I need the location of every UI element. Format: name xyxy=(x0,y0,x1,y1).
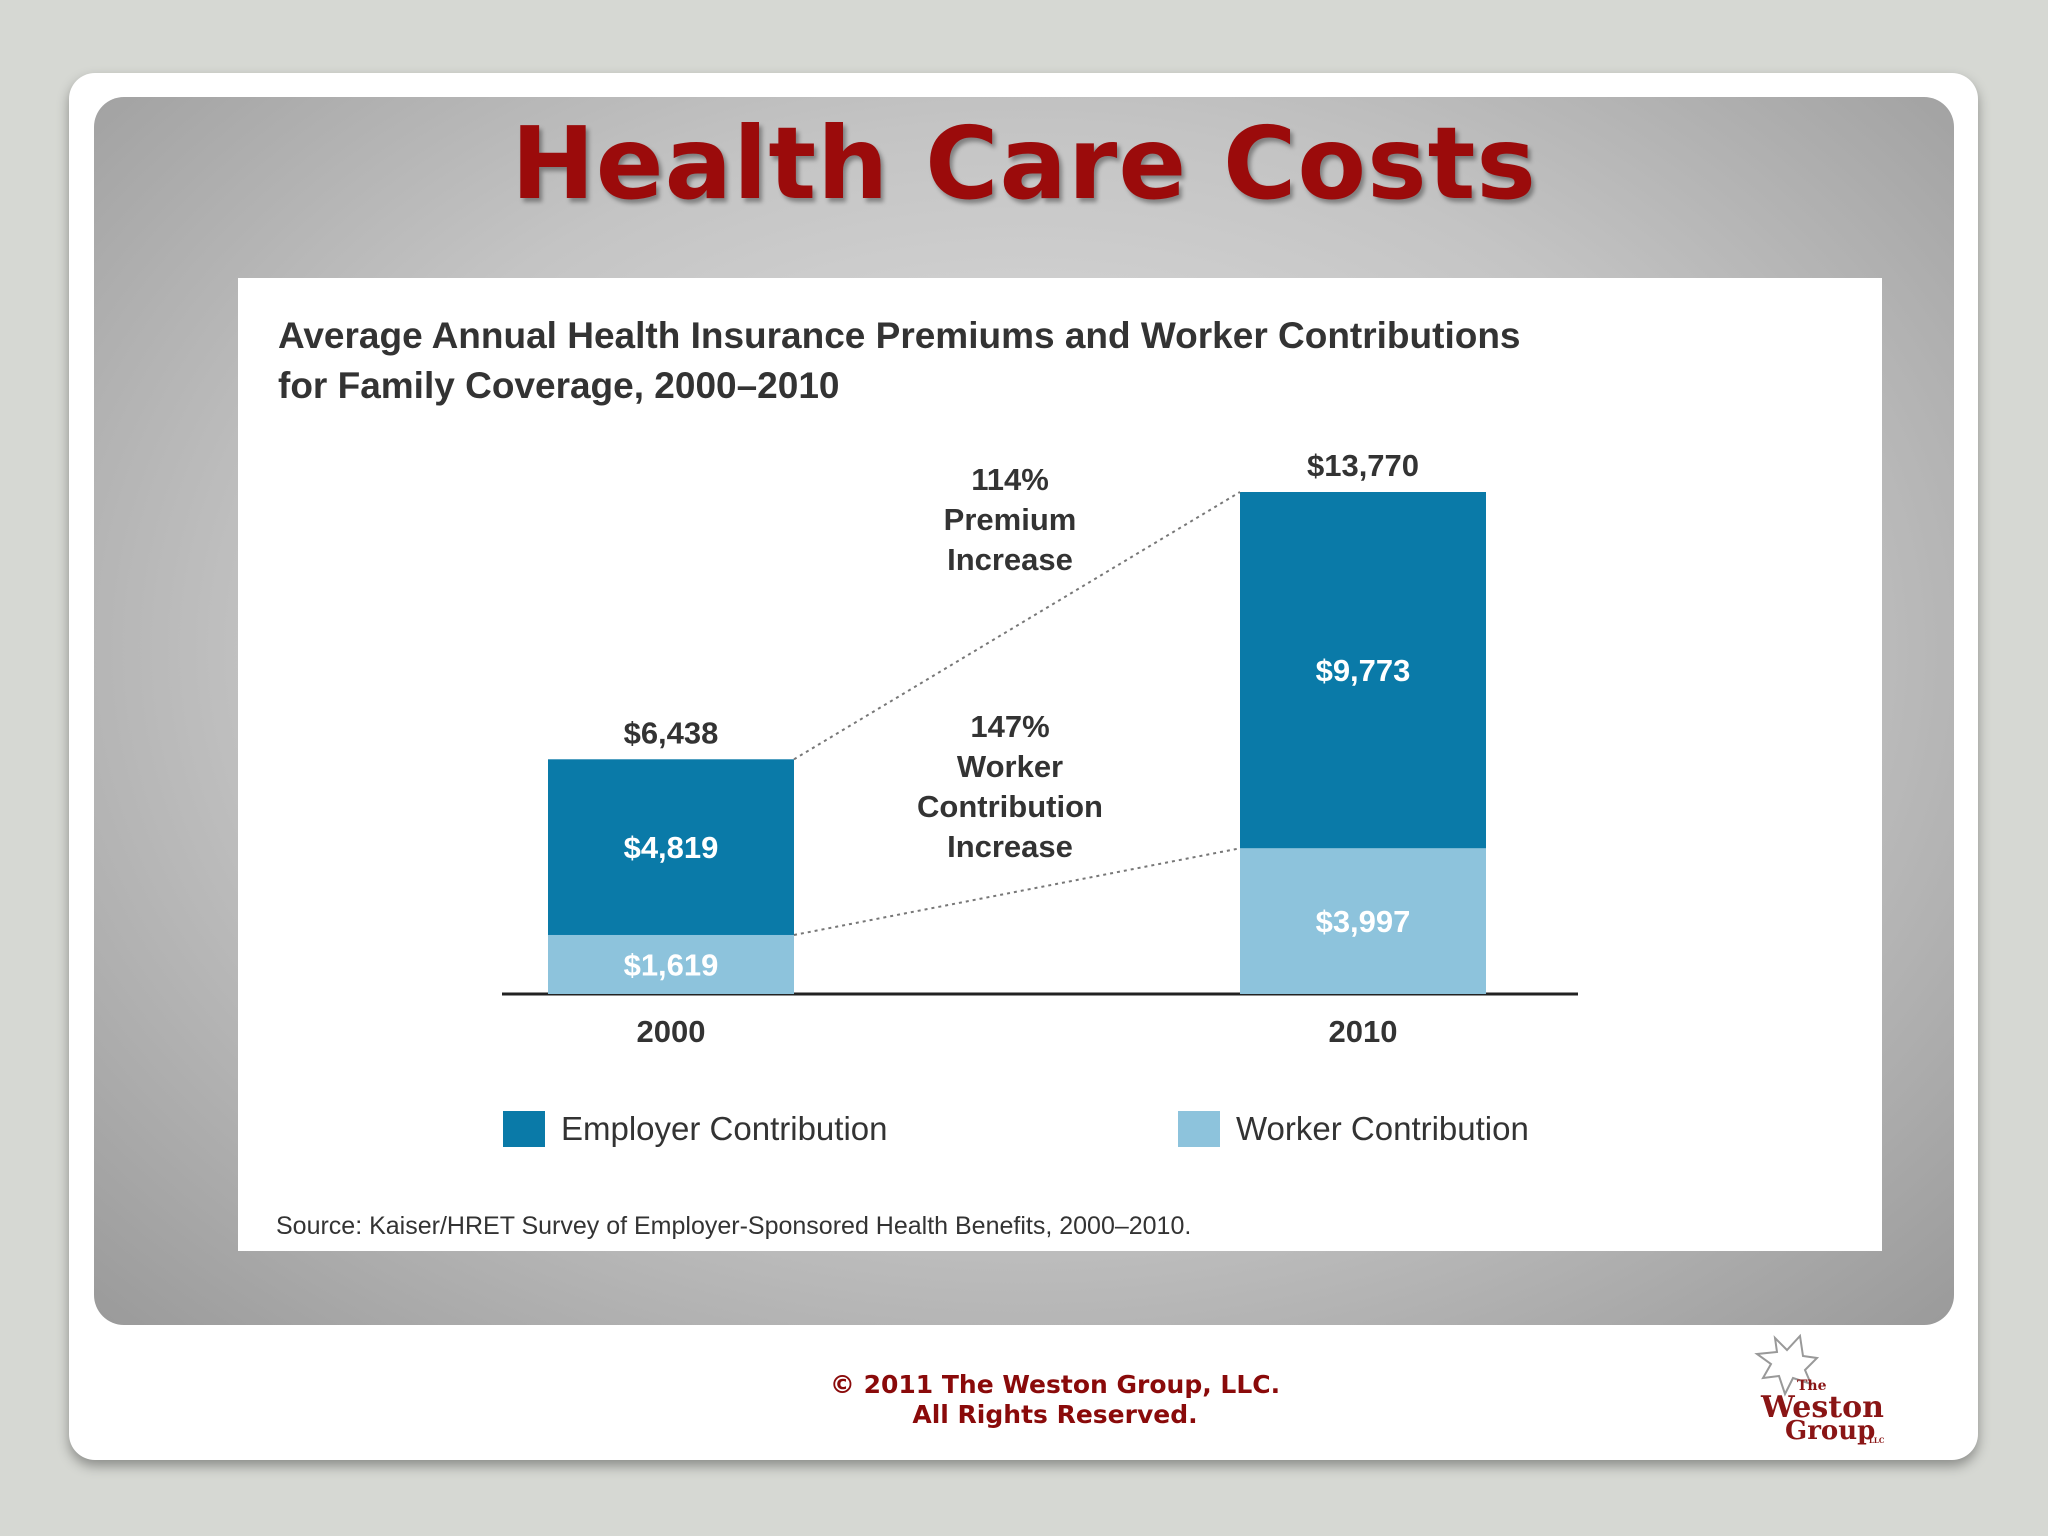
x-tick-label-2000: 2000 xyxy=(637,1014,706,1049)
total-label-2010: $13,770 xyxy=(1307,448,1419,483)
worker-annotation-line-4: Increase xyxy=(947,829,1073,864)
legend-label-employer: Employer Contribution xyxy=(561,1110,888,1147)
logo-suffix: LLC xyxy=(1869,1436,1885,1445)
rights-line: All Rights Reserved. xyxy=(912,1400,1198,1429)
data-label-employer-2010: $9,773 xyxy=(1316,653,1411,688)
chart-title-line2: for Family Coverage, 2000–2010 xyxy=(278,365,840,406)
logo-name-line1: Weston xyxy=(1761,1390,1884,1425)
weston-group-logo: The Weston Group LLC xyxy=(1745,1328,1895,1448)
bar-employer-2010 xyxy=(1240,492,1486,849)
worker-connector-line xyxy=(793,847,1241,936)
worker-annotation-line-2: Worker xyxy=(957,749,1063,784)
premium-annotation-line-2: Premium xyxy=(944,502,1077,537)
total-label-2000: $6,438 xyxy=(624,715,719,750)
worker-annotation-line-1: 147% xyxy=(970,709,1049,744)
chart-title-line1: Average Annual Health Insurance Premiums… xyxy=(278,315,1521,356)
chart: Average Annual Health Insurance Premiums… xyxy=(276,315,1578,1240)
chart-card: Average Annual Health Insurance Premiums… xyxy=(238,278,1882,1251)
premium-annotation-line-1: 114% xyxy=(971,462,1049,497)
legend-swatch-employer xyxy=(503,1111,545,1147)
data-label-worker-2010: $3,997 xyxy=(1316,904,1411,939)
copyright-line: © 2011 The Weston Group, LLC. xyxy=(829,1370,1281,1399)
bar-worker-2010 xyxy=(1240,848,1486,994)
logo-the: The xyxy=(1797,1378,1827,1394)
bar-employer-2000 xyxy=(548,759,794,935)
legend-label-worker: Worker Contribution xyxy=(1236,1110,1529,1147)
leaf-icon xyxy=(1754,1333,1820,1397)
premium-connector-line xyxy=(793,491,1241,761)
logo-name-line2: Group xyxy=(1785,1416,1876,1446)
copyright-footer: © 2011 The Weston Group, LLC. All Rights… xyxy=(700,1370,1410,1430)
slide-title: Health Care Costs xyxy=(511,105,1537,222)
data-label-employer-2000: $4,819 xyxy=(624,830,719,865)
premium-annotation-line-3: Increase xyxy=(947,542,1073,577)
x-tick-label-2010: 2010 xyxy=(1329,1014,1398,1049)
bar-worker-2000 xyxy=(548,934,794,994)
legend-swatch-worker xyxy=(1178,1111,1220,1147)
chart-source: Source: Kaiser/HRET Survey of Employer-S… xyxy=(276,1212,1191,1240)
worker-annotation-line-3: Contribution xyxy=(917,789,1103,824)
data-label-worker-2000: $1,619 xyxy=(624,947,719,982)
